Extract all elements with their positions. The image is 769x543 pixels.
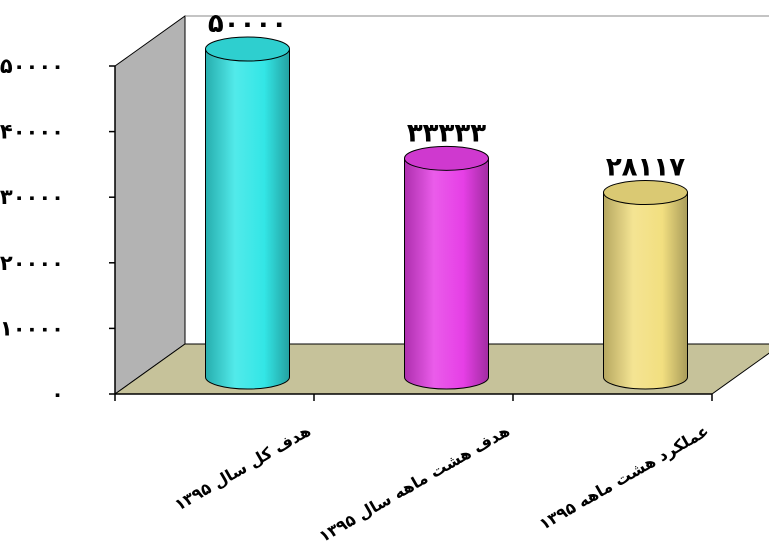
data-label: ۲۸۱۱۷ <box>606 153 685 183</box>
y-tick-label: ۳۰۰۰۰ <box>0 185 64 209</box>
y-tick-label: ۵۰۰۰۰ <box>0 54 64 78</box>
bar-top <box>205 36 290 62</box>
y-tick-label: ۰ <box>51 382 64 406</box>
y-tick-label: ۱۰۰۰۰ <box>0 316 64 340</box>
bar <box>205 36 290 390</box>
chart-back-wall <box>114 15 186 395</box>
bar-top <box>404 145 489 171</box>
data-label: ۳۳۳۳۳ <box>407 118 486 148</box>
bar-body <box>603 192 688 390</box>
bar-body <box>205 48 290 390</box>
bar-top <box>603 180 688 206</box>
bar <box>404 145 489 390</box>
bar-body <box>404 157 489 390</box>
y-tick-label: ۲۰۰۰۰ <box>0 251 64 275</box>
data-label: ۵۰۰۰۰ <box>208 9 287 39</box>
y-tick-label: ۴۰۰۰۰ <box>0 120 64 144</box>
x-category-label: عملکرد هشت ماهه ۱۳۹۵ <box>536 421 712 534</box>
bar <box>603 180 688 390</box>
x-category-label: هدف کل سال ۱۳۹۵ <box>171 421 314 514</box>
x-category-label: هدف هشت ماهه سال ۱۳۹۵ <box>316 421 513 543</box>
